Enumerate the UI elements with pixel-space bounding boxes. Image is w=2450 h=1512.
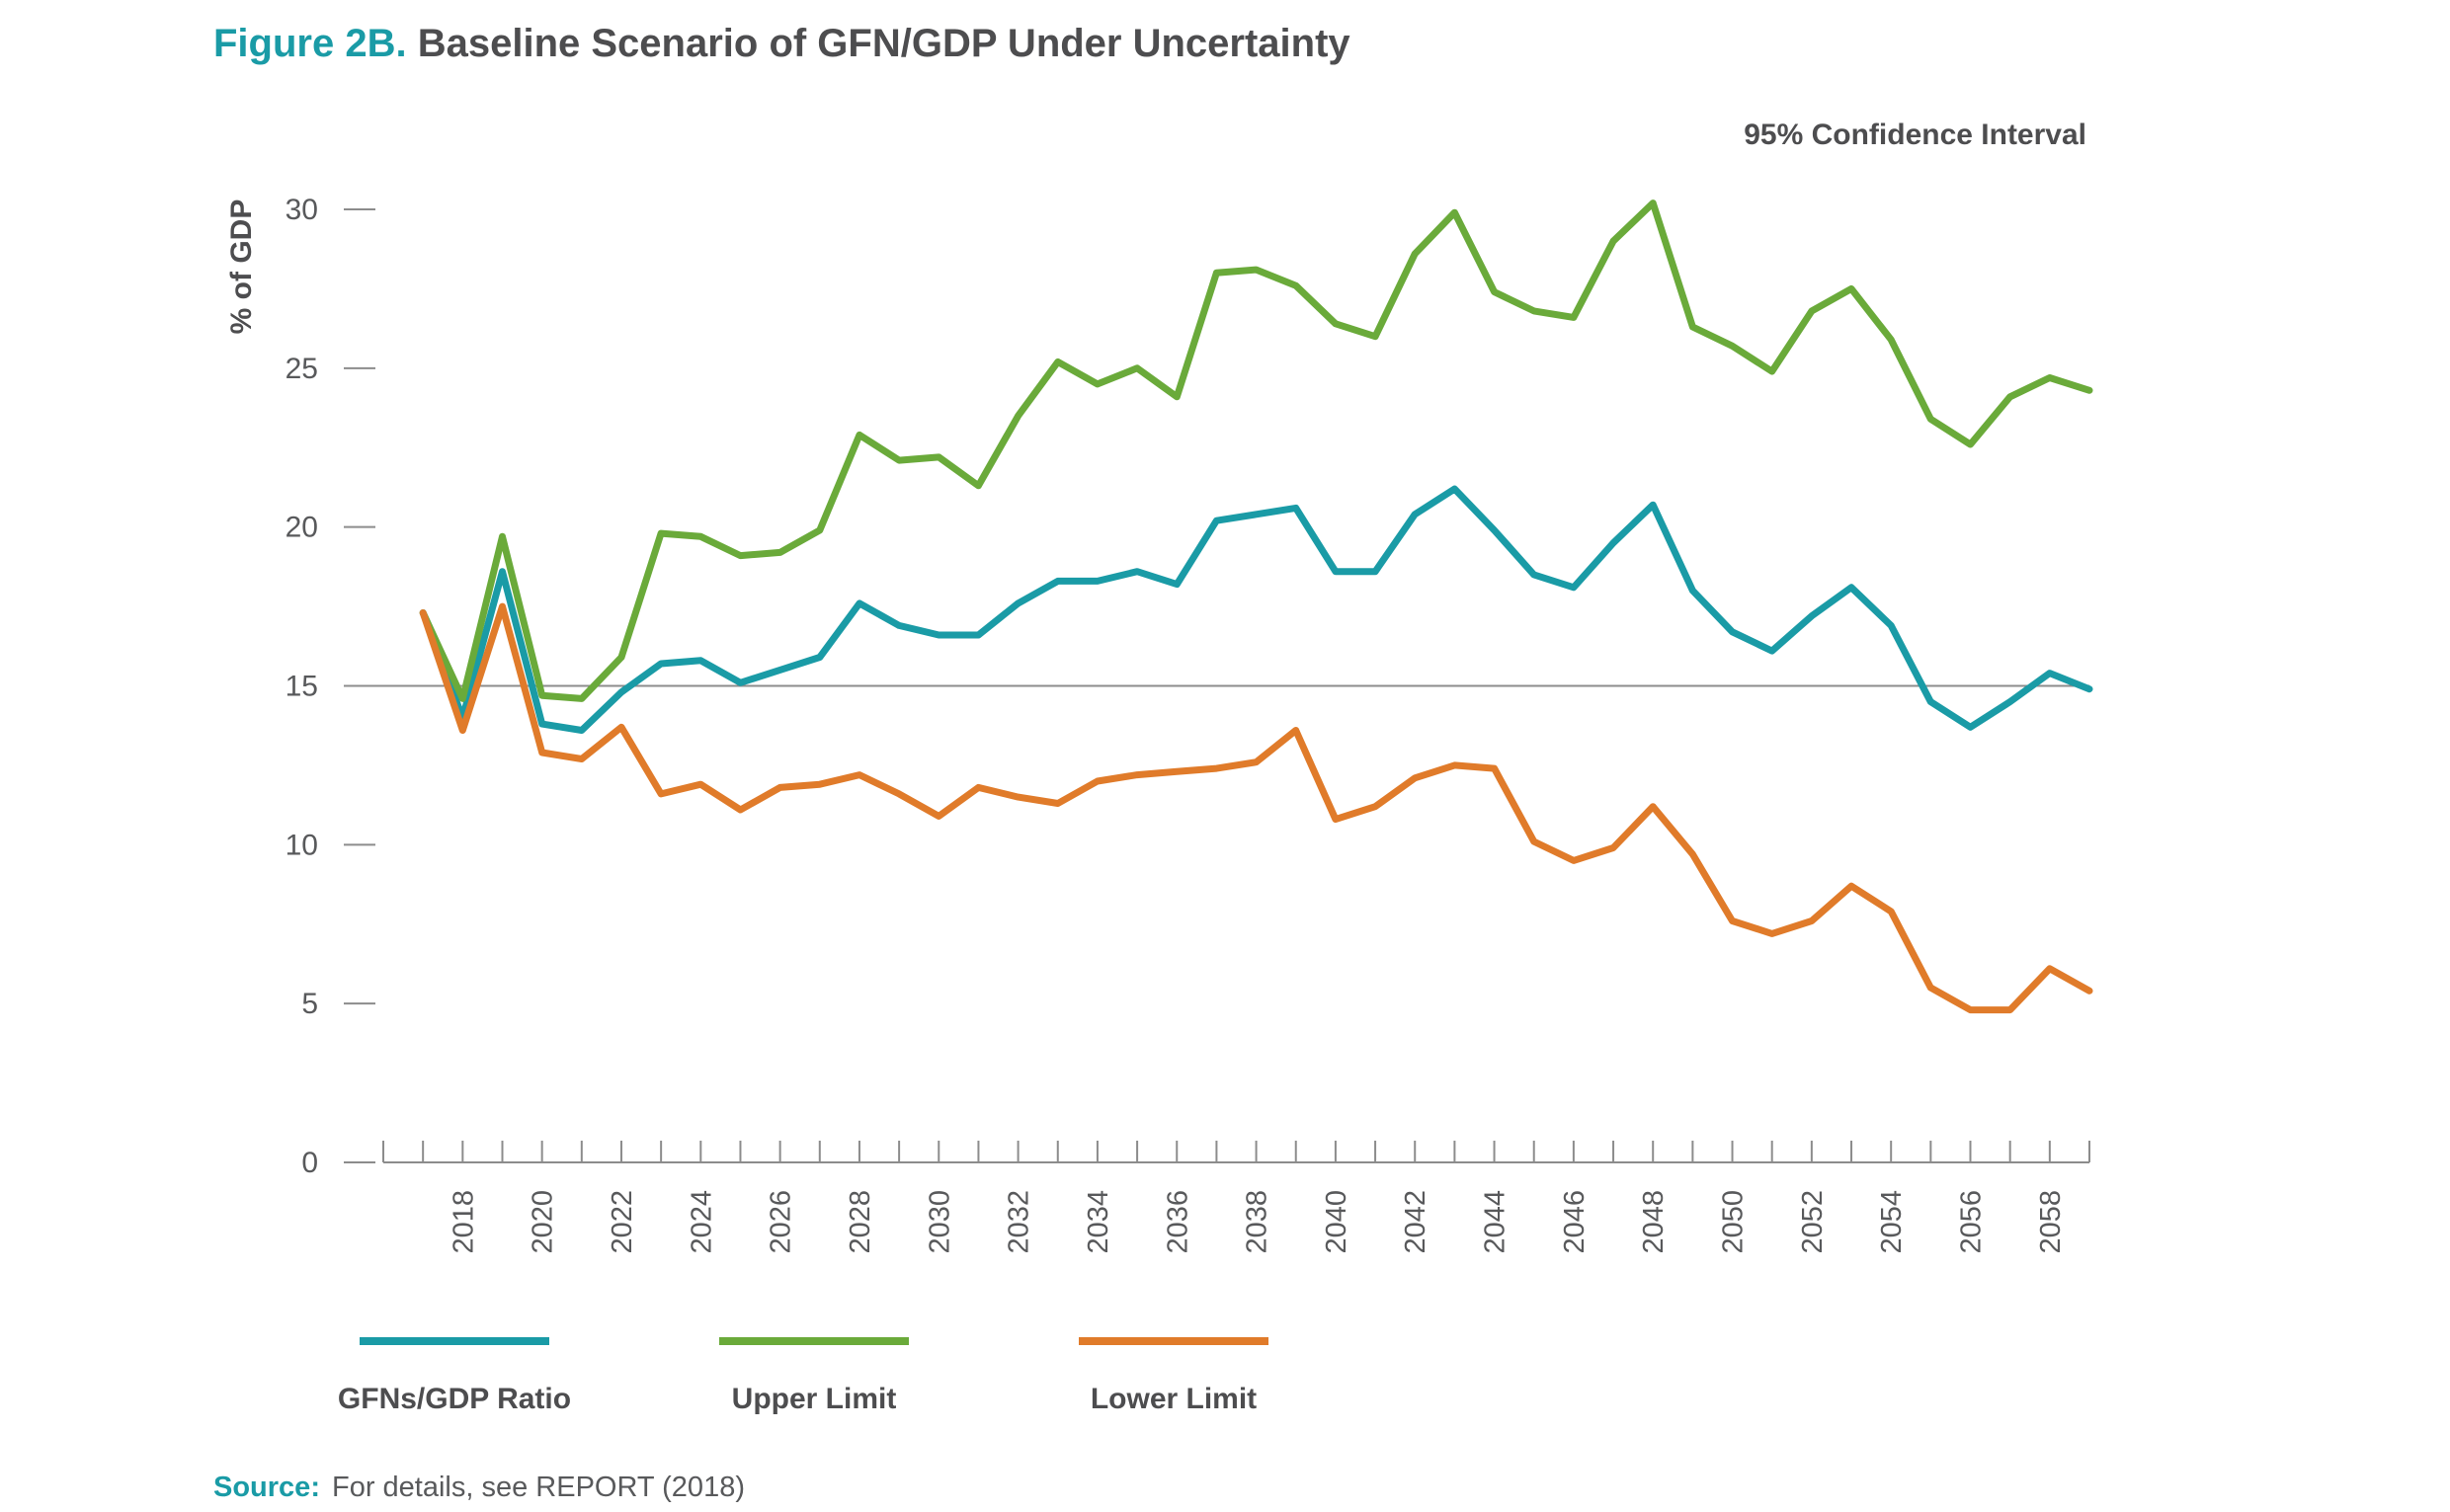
x-tick-label: 2056 [1956,1190,1988,1254]
x-axis-ticks: 2018 2020 2022 2024 2026 2028 2030 2032 2034 2036… [448,1190,2067,1254]
y-axis-ticks: 0 5 10 15 20 25 30 [286,194,375,1179]
x-tick-label: 2048 [1638,1190,1670,1254]
legend: GFNs/GDP Ratio Upper Limit Lower Limit [338,1337,1268,1415]
x-tick-label: 2046 [1559,1190,1591,1254]
source-label: Source: [213,1472,320,1503]
series-line-upper-limit [419,199,2093,702]
x-tick-label: 2054 [1876,1190,1908,1254]
y-tick-label: 30 [286,194,318,226]
x-tick-label: 2026 [766,1190,797,1254]
x-tick-label: 2032 [1004,1190,1035,1254]
x-tick-label: 2042 [1400,1190,1431,1254]
x-tick-label: 2058 [2035,1190,2067,1254]
y-tick-label: 0 [301,1147,318,1179]
series-line-lower-limit [419,602,2093,1014]
figure-title: Baseline Scenario of GFN/GDP Under Uncer… [417,22,1350,65]
series-line-gfns-gdp-ratio [419,485,2093,734]
x-tick-label: 2028 [845,1190,876,1254]
y-tick-label: 15 [286,671,318,703]
x-tick-label: 2040 [1321,1190,1352,1254]
y-tick-label: 5 [301,988,318,1020]
x-tick-label: 2020 [528,1190,559,1254]
source-note: Source: For details, see REPORT (2018) [213,1472,745,1504]
y-tick-label: 20 [286,512,318,544]
source-text: For details, see REPORT (2018) [331,1472,745,1503]
chart-axes [344,684,2090,1163]
y-tick-label: 10 [286,829,318,861]
x-tick-label: 2036 [1162,1190,1193,1254]
x-tick-label: 2034 [1083,1190,1114,1254]
x-tick-label: 2044 [1480,1190,1511,1254]
figure-label: Figure 2B. [213,22,407,65]
legend-label: Upper Limit [732,1383,897,1415]
x-tick-label: 2038 [1242,1190,1273,1254]
series-lines [419,199,2093,1014]
x-tick-label: 2022 [607,1190,638,1254]
x-tick-label: 2030 [924,1190,955,1254]
chart-title: Figure 2B. Baseline Scenario of GFN/GDP … [213,22,1350,66]
x-tick-label: 2024 [686,1190,717,1254]
legend-label: GFNs/GDP Ratio [338,1383,571,1415]
y-axis-label: % of GDP [225,199,258,335]
legend-label: Lower Limit [1091,1383,1257,1415]
x-tick-label: 2018 [448,1190,479,1254]
y-tick-label: 25 [286,353,318,385]
chart-subtitle: 95% Confidence Interval [1744,119,2086,151]
x-tick-label: 2052 [1797,1190,1829,1254]
x-tick-label: 2050 [1718,1190,1750,1254]
